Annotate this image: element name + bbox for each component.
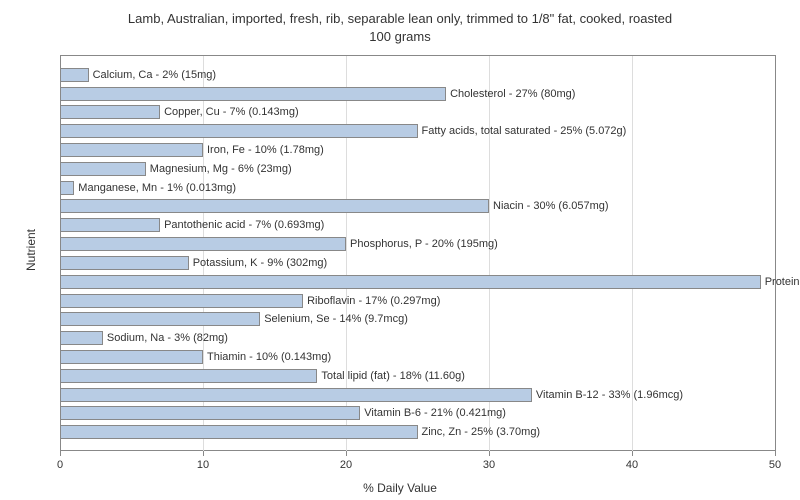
- nutrient-bar-label: Cholesterol - 27% (80mg): [446, 87, 575, 101]
- nutrient-bar: [60, 199, 489, 213]
- nutrient-bar-label: Iron, Fe - 10% (1.78mg): [203, 143, 324, 157]
- nutrient-bar: [60, 181, 74, 195]
- nutrient-bar-label: Sodium, Na - 3% (82mg): [103, 331, 228, 345]
- nutrient-bar-label: Protein - 49% (24.63g): [761, 275, 800, 289]
- x-axis-label: % Daily Value: [363, 481, 437, 495]
- x-tick-mark: [632, 451, 633, 456]
- nutrient-bar-label: Thiamin - 10% (0.143mg): [203, 350, 331, 364]
- nutrient-bar-label: Copper, Cu - 7% (0.143mg): [160, 105, 299, 119]
- chart-title: Lamb, Australian, imported, fresh, rib, …: [0, 0, 800, 46]
- nutrient-bar-label: Calcium, Ca - 2% (15mg): [89, 68, 216, 82]
- nutrient-bar-label: Phosphorus, P - 20% (195mg): [346, 237, 498, 251]
- y-axis-label: Nutrient: [24, 229, 38, 271]
- nutrient-bar: [60, 312, 260, 326]
- nutrient-bar-label: Vitamin B-6 - 21% (0.421mg): [360, 406, 506, 420]
- title-line-1: Lamb, Australian, imported, fresh, rib, …: [128, 11, 672, 26]
- nutrient-bar-label: Selenium, Se - 14% (9.7mcg): [260, 312, 408, 326]
- nutrient-bar-label: Pantothenic acid - 7% (0.693mg): [160, 218, 324, 232]
- x-tick-label: 30: [483, 459, 495, 471]
- x-tick-label: 50: [769, 459, 781, 471]
- x-tick-mark: [203, 451, 204, 456]
- nutrient-bar: [60, 275, 761, 289]
- title-line-2: 100 grams: [369, 29, 430, 44]
- nutrient-bar-label: Potassium, K - 9% (302mg): [189, 256, 328, 270]
- nutrient-bar-label: Magnesium, Mg - 6% (23mg): [146, 162, 292, 176]
- nutrient-bar: [60, 162, 146, 176]
- x-tick-mark: [60, 451, 61, 456]
- nutrient-bar: [60, 218, 160, 232]
- nutrient-bar-label: Riboflavin - 17% (0.297mg): [303, 294, 440, 308]
- nutrient-bar-label: Fatty acids, total saturated - 25% (5.07…: [418, 124, 627, 138]
- x-tick-label: 0: [57, 459, 63, 471]
- nutrient-bar: [60, 406, 360, 420]
- nutrient-chart: Lamb, Australian, imported, fresh, rib, …: [0, 0, 800, 500]
- x-tick-label: 20: [340, 459, 352, 471]
- nutrient-bar: [60, 425, 418, 439]
- nutrient-bar: [60, 256, 189, 270]
- nutrient-bar: [60, 350, 203, 364]
- nutrient-bar-label: Manganese, Mn - 1% (0.013mg): [74, 181, 236, 195]
- x-tick-label: 40: [626, 459, 638, 471]
- nutrient-bar: [60, 124, 418, 138]
- x-tick-label: 10: [197, 459, 209, 471]
- nutrient-bar-label: Vitamin B-12 - 33% (1.96mcg): [532, 388, 683, 402]
- nutrient-bar: [60, 143, 203, 157]
- nutrient-bar: [60, 369, 317, 383]
- nutrient-bar: [60, 87, 446, 101]
- x-tick-mark: [489, 451, 490, 456]
- nutrient-bar: [60, 388, 532, 402]
- plot-area: 01020304050Calcium, Ca - 2% (15mg)Choles…: [60, 55, 776, 451]
- x-tick-mark: [346, 451, 347, 456]
- nutrient-bar-label: Zinc, Zn - 25% (3.70mg): [418, 425, 541, 439]
- x-tick-mark: [775, 451, 776, 456]
- nutrient-bar: [60, 105, 160, 119]
- nutrient-bar: [60, 294, 303, 308]
- nutrient-bar: [60, 237, 346, 251]
- nutrient-bar: [60, 331, 103, 345]
- nutrient-bar: [60, 68, 89, 82]
- nutrient-bar-label: Total lipid (fat) - 18% (11.60g): [317, 369, 464, 383]
- nutrient-bar-label: Niacin - 30% (6.057mg): [489, 199, 609, 213]
- x-axis-line: [60, 450, 775, 451]
